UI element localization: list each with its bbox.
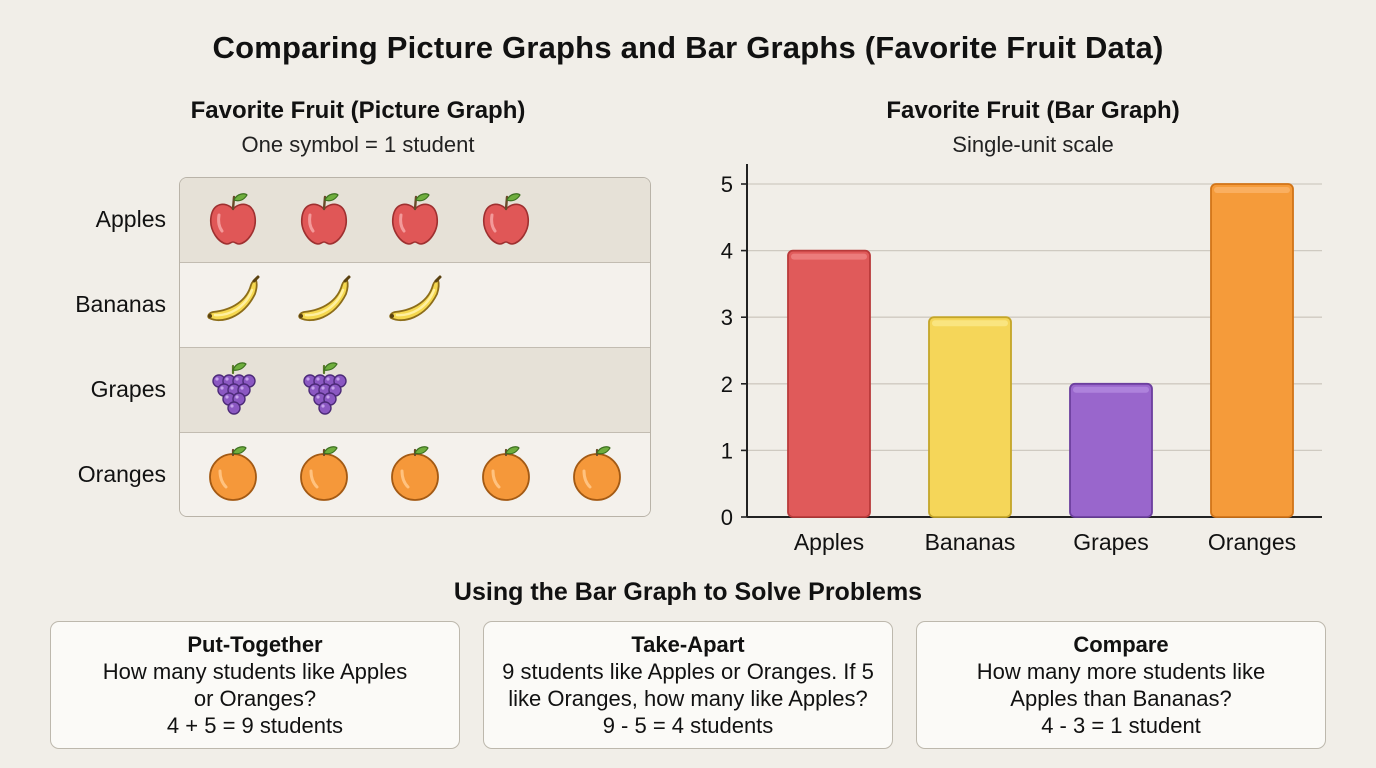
banana-icon: [207, 275, 260, 322]
problems-title: Using the Bar Graph to Solve Problems: [453, 578, 923, 606]
grapes-icon: [303, 362, 347, 415]
card-title: Take-Apart: [631, 632, 745, 657]
put-together-card: Put-Together How many students like Appl…: [50, 621, 460, 749]
orange-icon: [482, 446, 530, 501]
card-question: 9 students like Apples or Oranges. If 5 …: [502, 659, 874, 711]
apple-icon: [209, 193, 257, 245]
picture-graph-key: One symbol = 1 student: [241, 132, 475, 157]
y-tick-label: 4: [721, 239, 733, 264]
bar-apples: [787, 249, 871, 518]
grapes-icon: [212, 362, 256, 415]
x-tick-label: Grapes: [1073, 529, 1148, 555]
bar-highlight: [1214, 187, 1290, 193]
card-question: How many students like Apples or Oranges…: [102, 659, 408, 711]
apple-icon: [300, 193, 348, 245]
picture-graph: [179, 177, 651, 517]
bar-bananas: [928, 316, 1012, 518]
card-title: Put-Together: [187, 632, 323, 657]
card-equation: 9 - 5 = 4 students: [602, 713, 774, 738]
x-tick-label: Bananas: [925, 529, 1016, 555]
apple-icon: [391, 193, 439, 245]
apple-icon: [482, 193, 530, 245]
orange-icon: [391, 446, 439, 501]
card-title: Compare: [1073, 632, 1169, 657]
bar-highlight: [791, 253, 867, 260]
bar-highlight: [1073, 386, 1149, 393]
banana-icon: [389, 275, 442, 322]
card-equation: 4 + 5 = 9 students: [166, 713, 344, 738]
picture-row-apples: [180, 178, 650, 263]
picture-row-grapes: [180, 348, 650, 433]
orange-icon: [209, 446, 257, 501]
picture-row-label: Bananas: [75, 291, 166, 317]
y-tick-label: 1: [721, 438, 733, 463]
picture-row-label: Grapes: [90, 376, 166, 402]
compare-card: Compare How many more students like Appl…: [916, 621, 1326, 749]
orange-icon: [573, 446, 621, 501]
banana-icon: [298, 275, 351, 322]
y-tick-label: 0: [721, 505, 733, 530]
y-tick-label: 2: [721, 372, 733, 397]
y-tick-label: 3: [721, 305, 733, 330]
card-equation: 4 - 3 = 1 student: [1041, 713, 1201, 738]
picture-row-bananas: [180, 263, 650, 348]
card-question: How many more students like Apples than …: [976, 659, 1266, 711]
x-tick-label: Apples: [794, 529, 864, 555]
picture-row-label: Oranges: [77, 461, 166, 487]
y-tick-label: 5: [721, 172, 733, 197]
x-tick-label: Oranges: [1208, 529, 1296, 555]
bar-graph-subtitle: Single-unit scale: [952, 132, 1114, 157]
take-apart-card: Take-Apart 9 students like Apples or Ora…: [483, 621, 893, 749]
bar-oranges: [1210, 183, 1294, 518]
bar-grapes: [1069, 382, 1153, 518]
picture-row-oranges: [180, 433, 650, 516]
bar-highlight: [932, 320, 1008, 327]
bar-graph: 0 1 2 3 4 5 Apples Bananas Grapes Oranges: [721, 164, 1322, 555]
orange-icon: [300, 446, 348, 501]
bar-graph-title: Favorite Fruit (Bar Graph): [886, 97, 1180, 124]
page-title: Comparing Picture Graphs and Bar Graphs …: [212, 30, 1164, 65]
picture-row-label: Apples: [95, 206, 166, 232]
picture-graph-title: Favorite Fruit (Picture Graph): [190, 97, 526, 124]
